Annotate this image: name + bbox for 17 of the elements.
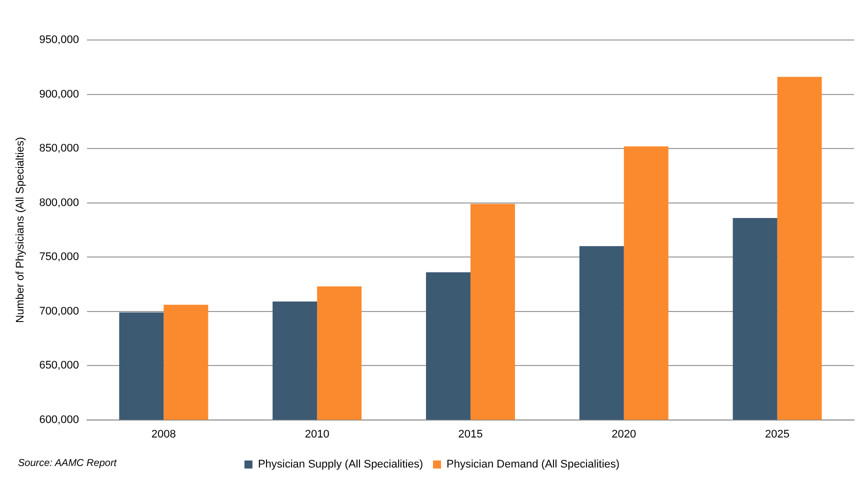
- y-tick-label: 700,000: [39, 305, 79, 318]
- y-tick-label: 800,000: [39, 196, 79, 209]
- x-tick-label: 2010: [304, 428, 330, 440]
- y-tick-label: 600,000: [39, 414, 79, 426]
- x-tick-label: 2015: [458, 428, 483, 440]
- x-tick-label: 2008: [151, 428, 176, 440]
- y-tick-label: 950,000: [39, 34, 79, 46]
- y-axis-title: Number of Physicians (All Specialties): [14, 136, 27, 323]
- legend-label: Physician Demand (All Specialities): [446, 458, 620, 471]
- legend-label: Physician Supply (All Specialities): [258, 458, 424, 471]
- y-tick-label: 900,000: [39, 88, 79, 100]
- x-tick-label: 2020: [612, 428, 636, 440]
- y-tick-label: 750,000: [39, 251, 79, 264]
- x-tick-label: 2025: [765, 428, 790, 440]
- y-tick-label: 650,000: [39, 360, 79, 372]
- y-tick-label: 850,000: [39, 142, 79, 155]
- source-note: Source: AAMC Report: [18, 458, 117, 469]
